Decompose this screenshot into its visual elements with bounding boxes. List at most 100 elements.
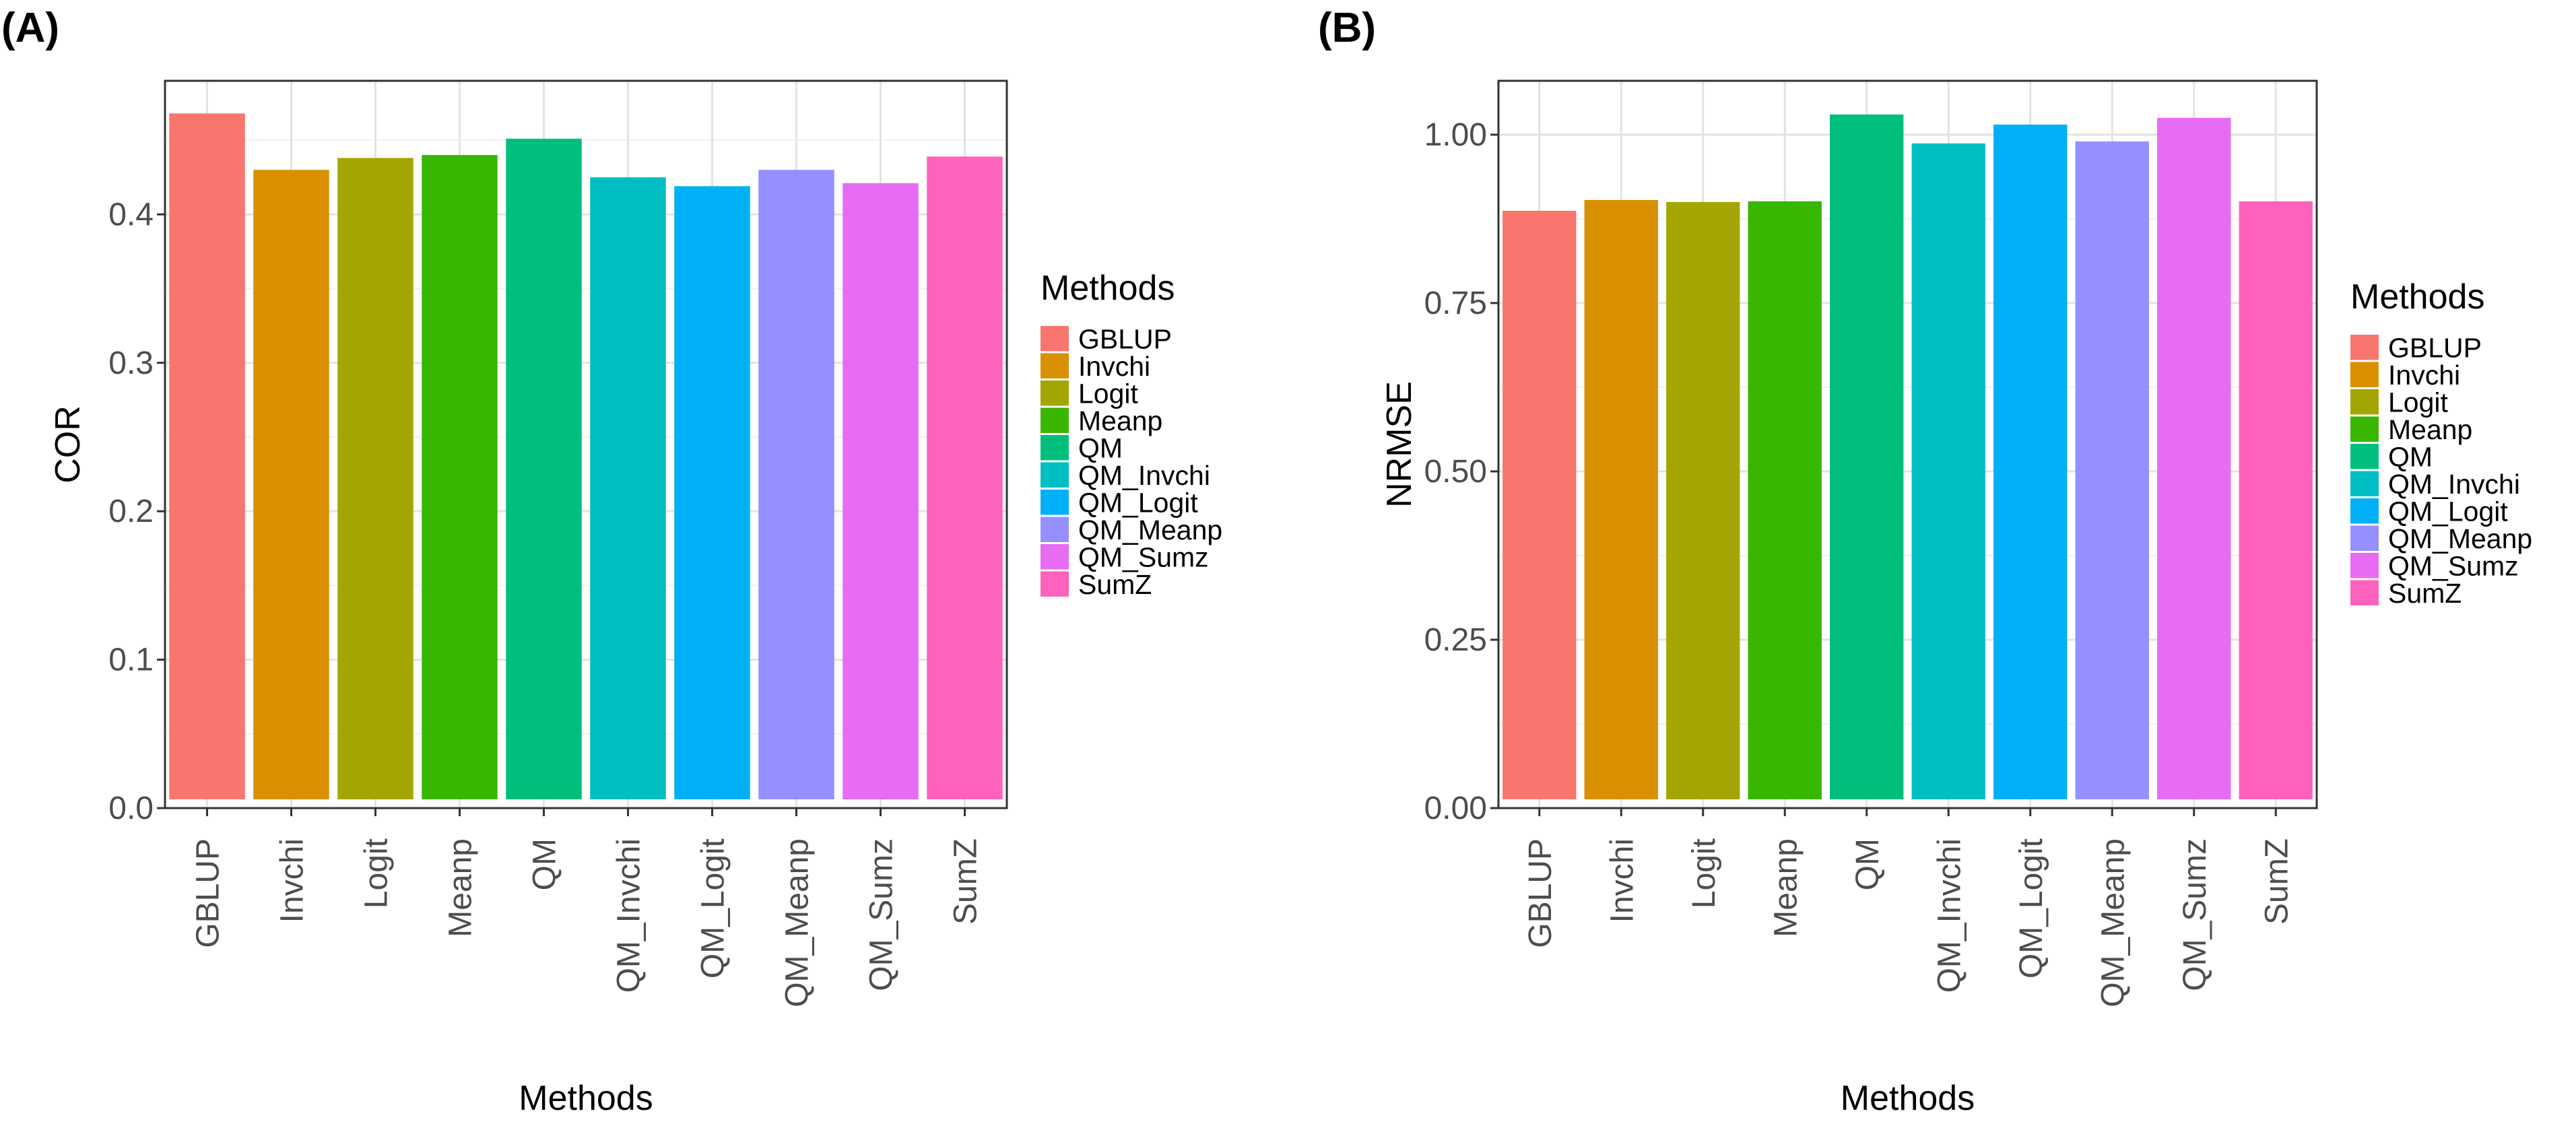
legend-swatch [2350, 498, 2379, 524]
legend-swatch [2350, 553, 2379, 578]
bar-qm-logit [674, 186, 750, 799]
legend-swatch [2350, 525, 2379, 551]
x-tick-label: QM_Sumz [864, 838, 900, 991]
y-axis-title: COR [48, 405, 88, 484]
legend-label: GBLUP [2388, 332, 2482, 363]
legend-item: QM_Meanp [2350, 523, 2532, 554]
legend-item: QM_Meanp [1041, 514, 1222, 545]
legend-item: Meanp [1041, 405, 1162, 436]
legend-label: QM_Logit [1078, 487, 1198, 518]
legend-item: SumZ [1041, 569, 1152, 600]
legend-label: SumZ [1078, 569, 1152, 600]
legend-label: Invchi [1078, 351, 1150, 382]
x-tick-label: QM_Meanp [2095, 838, 2131, 1007]
y-tick-label: 0.0 [108, 791, 154, 826]
legend-swatch [1041, 517, 1069, 542]
bar-gblup [169, 113, 245, 799]
legend-item: GBLUP [2350, 332, 2482, 363]
x-tick-label: QM_Invchi [1931, 838, 1967, 993]
bar-qm-sumz [843, 183, 919, 799]
legend-label: QM [1078, 432, 1123, 463]
legend-label: QM_Sumz [2388, 550, 2519, 581]
legend-label: QM_Invchi [1078, 460, 1210, 491]
legend-label: QM_Meanp [2388, 523, 2532, 554]
legend-swatch [1041, 462, 1069, 488]
bar-gblup [1502, 211, 1577, 799]
legend-swatch [1041, 544, 1069, 570]
legend-swatch [1041, 380, 1069, 406]
y-tick-label: 0.25 [1424, 622, 1487, 658]
legend-swatch [1041, 326, 1069, 352]
legend-swatch [2350, 471, 2379, 496]
x-tick-label: GBLUP [1523, 838, 1558, 948]
y-tick-label: 0.00 [1424, 791, 1487, 826]
x-tick-label: SumZ [2259, 838, 2294, 925]
y-tick-label: 0.50 [1424, 454, 1487, 490]
legend-item: QM_Sumz [1041, 541, 1209, 572]
x-tick-label: Logit [1686, 838, 1722, 908]
bar-logit [1666, 202, 1740, 799]
x-axis-title: Methods [519, 1079, 653, 1118]
x-tick-label: QM_Logit [2014, 838, 2049, 978]
legend-item: GBLUP [1041, 323, 1172, 354]
bar-invchi [253, 170, 329, 800]
legend-item: Logit [1041, 378, 1139, 409]
bar-sumz [2239, 201, 2313, 799]
legend-label: QM_Logit [2388, 496, 2508, 527]
legend-item: QM_Sumz [2350, 550, 2519, 581]
y-tick-label: 0.1 [108, 642, 154, 678]
legend: MethodsGBLUPInvchiLogitMeanpQMQM_InvchiQ… [1041, 269, 1222, 600]
legend-label: SumZ [2388, 578, 2462, 609]
legend-label: Meanp [1078, 405, 1162, 436]
legend-swatch [1041, 571, 1069, 597]
y-tick-label: 0.4 [108, 197, 154, 232]
x-tick-label: QM_Logit [696, 838, 731, 978]
legend-swatch [2350, 444, 2379, 469]
x-tick-label: QM [527, 838, 563, 890]
legend-swatch [2350, 362, 2379, 387]
x-tick-label: Logit [359, 838, 395, 908]
x-tick-label: Invchi [275, 838, 310, 923]
legend-swatch [1041, 407, 1069, 433]
y-axis-title: NRMSE [1380, 381, 1419, 508]
legend-label: Invchi [2388, 360, 2460, 391]
legend: MethodsGBLUPInvchiLogitMeanpQMQM_InvchiQ… [2350, 277, 2532, 609]
legend-label: QM_Invchi [2388, 469, 2520, 500]
bar-qm-meanp [2075, 141, 2149, 799]
legend-item: QM_Invchi [2350, 469, 2520, 500]
plot-border [164, 79, 1008, 809]
x-tick-label: SumZ [948, 838, 984, 925]
legend-title: Methods [2350, 277, 2484, 317]
plot-border [1497, 79, 2318, 809]
legend-swatch [1041, 353, 1069, 378]
legend-item: Meanp [2350, 414, 2472, 445]
bar-qm-invchi [590, 177, 666, 799]
y-tick-label: 0.2 [108, 494, 154, 529]
bar-qm [506, 138, 582, 800]
legend-item: SumZ [2350, 578, 2462, 609]
legend-item: QM [1041, 432, 1123, 463]
legend-item: Invchi [2350, 360, 2460, 391]
bar-sumz [927, 156, 1003, 800]
legend-label: Logit [2388, 387, 2449, 418]
legend-item: QM_Logit [2350, 496, 2508, 527]
legend-item: QM_Logit [1041, 487, 1198, 518]
legend-label: Meanp [2388, 414, 2472, 445]
legend-item: QM_Invchi [1041, 460, 1210, 491]
legend-label: Logit [1078, 378, 1139, 409]
panel-label: (B) [1318, 5, 1376, 51]
legend-item: Logit [2350, 387, 2449, 418]
legend-swatch [1041, 435, 1069, 461]
bar-qm-invchi [1911, 143, 1985, 799]
x-tick-label: QM_Invchi [612, 838, 647, 993]
x-tick-label: GBLUP [191, 838, 226, 948]
bar-logit [337, 158, 414, 799]
y-tick-label: 0.3 [108, 345, 154, 381]
bar-qm [1830, 114, 1904, 799]
bar-qm-logit [1993, 125, 2068, 799]
x-tick-label: QM_Sumz [2177, 838, 2213, 991]
legend-label: GBLUP [1078, 323, 1172, 354]
